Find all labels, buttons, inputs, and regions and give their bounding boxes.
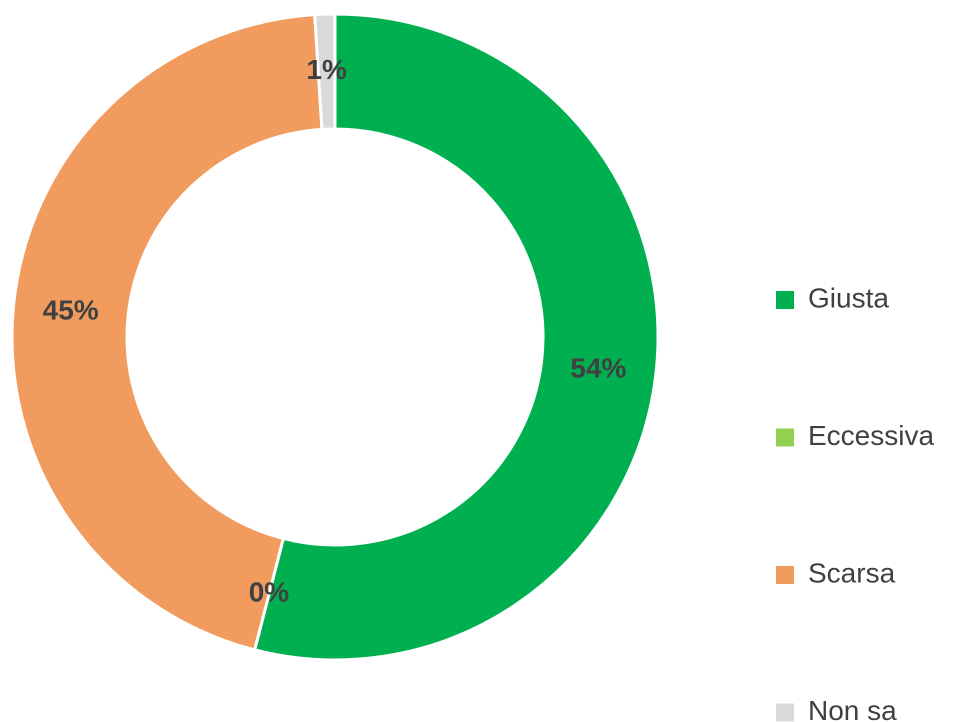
data-label: 54% [570, 353, 626, 384]
legend-swatch [776, 428, 794, 447]
legend-swatch [776, 703, 794, 722]
legend-swatch [776, 566, 794, 584]
legend-label: Eccessiva [808, 420, 934, 451]
donut-segment [10, 13, 324, 652]
legend-label: Non sa [808, 695, 897, 722]
legend-label: Scarsa [808, 557, 896, 588]
legend-swatch [776, 291, 794, 309]
data-label: 1% [306, 54, 347, 85]
donut-segment [252, 12, 660, 662]
data-label: 0% [249, 577, 290, 608]
donut-segment [313, 12, 337, 132]
legend-label: Giusta [808, 282, 889, 313]
data-label: 45% [43, 294, 99, 325]
